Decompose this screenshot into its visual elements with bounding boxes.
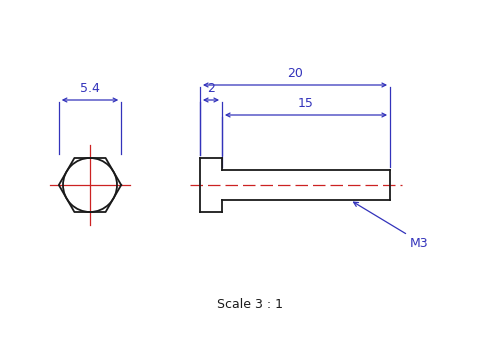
Text: 20: 20 (287, 67, 303, 80)
Text: Scale 3 : 1: Scale 3 : 1 (217, 299, 283, 312)
Text: M3: M3 (410, 237, 428, 250)
Text: 15: 15 (298, 97, 314, 110)
Text: 5.4: 5.4 (80, 82, 100, 95)
Text: 2: 2 (207, 82, 215, 95)
